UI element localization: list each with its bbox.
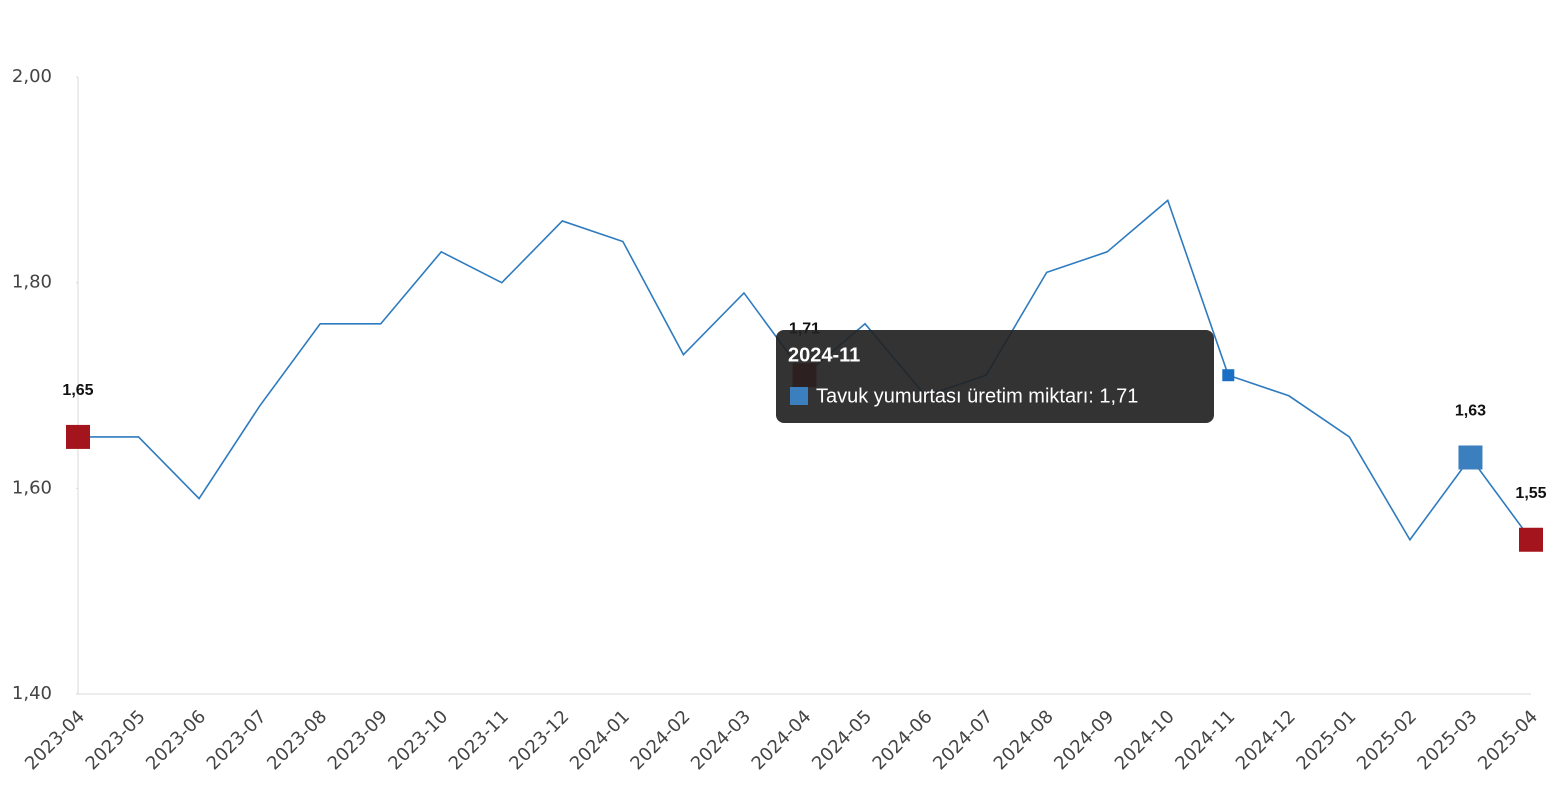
- x-tick-label: 2024-04: [748, 706, 816, 774]
- x-tick-label: 2024-05: [808, 706, 876, 774]
- x-tick-label: 2024-09: [1050, 706, 1118, 774]
- x-tick-label: 2024-12: [1232, 706, 1300, 774]
- y-tick-label: 1,40: [12, 683, 52, 704]
- data-label: 1,63: [1455, 403, 1486, 420]
- tooltip-box: [776, 330, 1214, 423]
- x-tick-label: 2024-07: [929, 706, 997, 774]
- x-tick-label: 2025-03: [1413, 706, 1481, 774]
- hover-marker: [1222, 369, 1235, 382]
- x-tick-label: 2024-02: [626, 706, 694, 774]
- marker: [1519, 527, 1543, 552]
- x-tick-label: 2024-03: [687, 706, 755, 774]
- x-tick-label: 2025-01: [1292, 706, 1360, 774]
- x-tick-label: 2023-08: [263, 706, 331, 774]
- data-label: 1,65: [62, 382, 93, 399]
- tooltip-title: 2024-11: [788, 344, 860, 366]
- tooltip-text: Tavuk yumurtası üretim miktarı: 1,71: [816, 385, 1138, 407]
- x-tick-label: 2025-04: [1474, 706, 1542, 774]
- x-tick-label: 2024-11: [1171, 706, 1239, 774]
- x-tick-label: 2024-08: [990, 706, 1058, 774]
- x-tick-label: 2023-06: [142, 706, 210, 774]
- tooltip-swatch: [790, 387, 808, 405]
- x-tick-label: 2024-06: [869, 706, 937, 774]
- marker: [1458, 445, 1483, 470]
- x-tick-label: 2023-09: [324, 706, 392, 774]
- x-tick-label: 2023-11: [445, 706, 513, 774]
- x-tick-label: 2023-05: [82, 706, 150, 774]
- y-tick-label: 1,60: [12, 477, 52, 498]
- x-tick-label: 2023-04: [21, 706, 89, 774]
- data-label: 1,55: [1515, 485, 1546, 502]
- x-tick-label: 2023-07: [203, 706, 271, 774]
- marker: [66, 424, 90, 449]
- x-tick-label: 2024-10: [1111, 706, 1179, 774]
- tooltip: 2024-11 Tavuk yumurtası üretim miktarı: 1…: [776, 330, 1214, 423]
- x-tick-label: 2023-12: [505, 706, 573, 774]
- y-tick-label: 2,00: [12, 66, 52, 87]
- y-tick-label: 1,80: [12, 272, 52, 293]
- x-tick-label: 2023-10: [384, 706, 452, 774]
- x-tick-label: 2024-01: [566, 706, 634, 774]
- x-tick-label: 2025-02: [1353, 706, 1421, 774]
